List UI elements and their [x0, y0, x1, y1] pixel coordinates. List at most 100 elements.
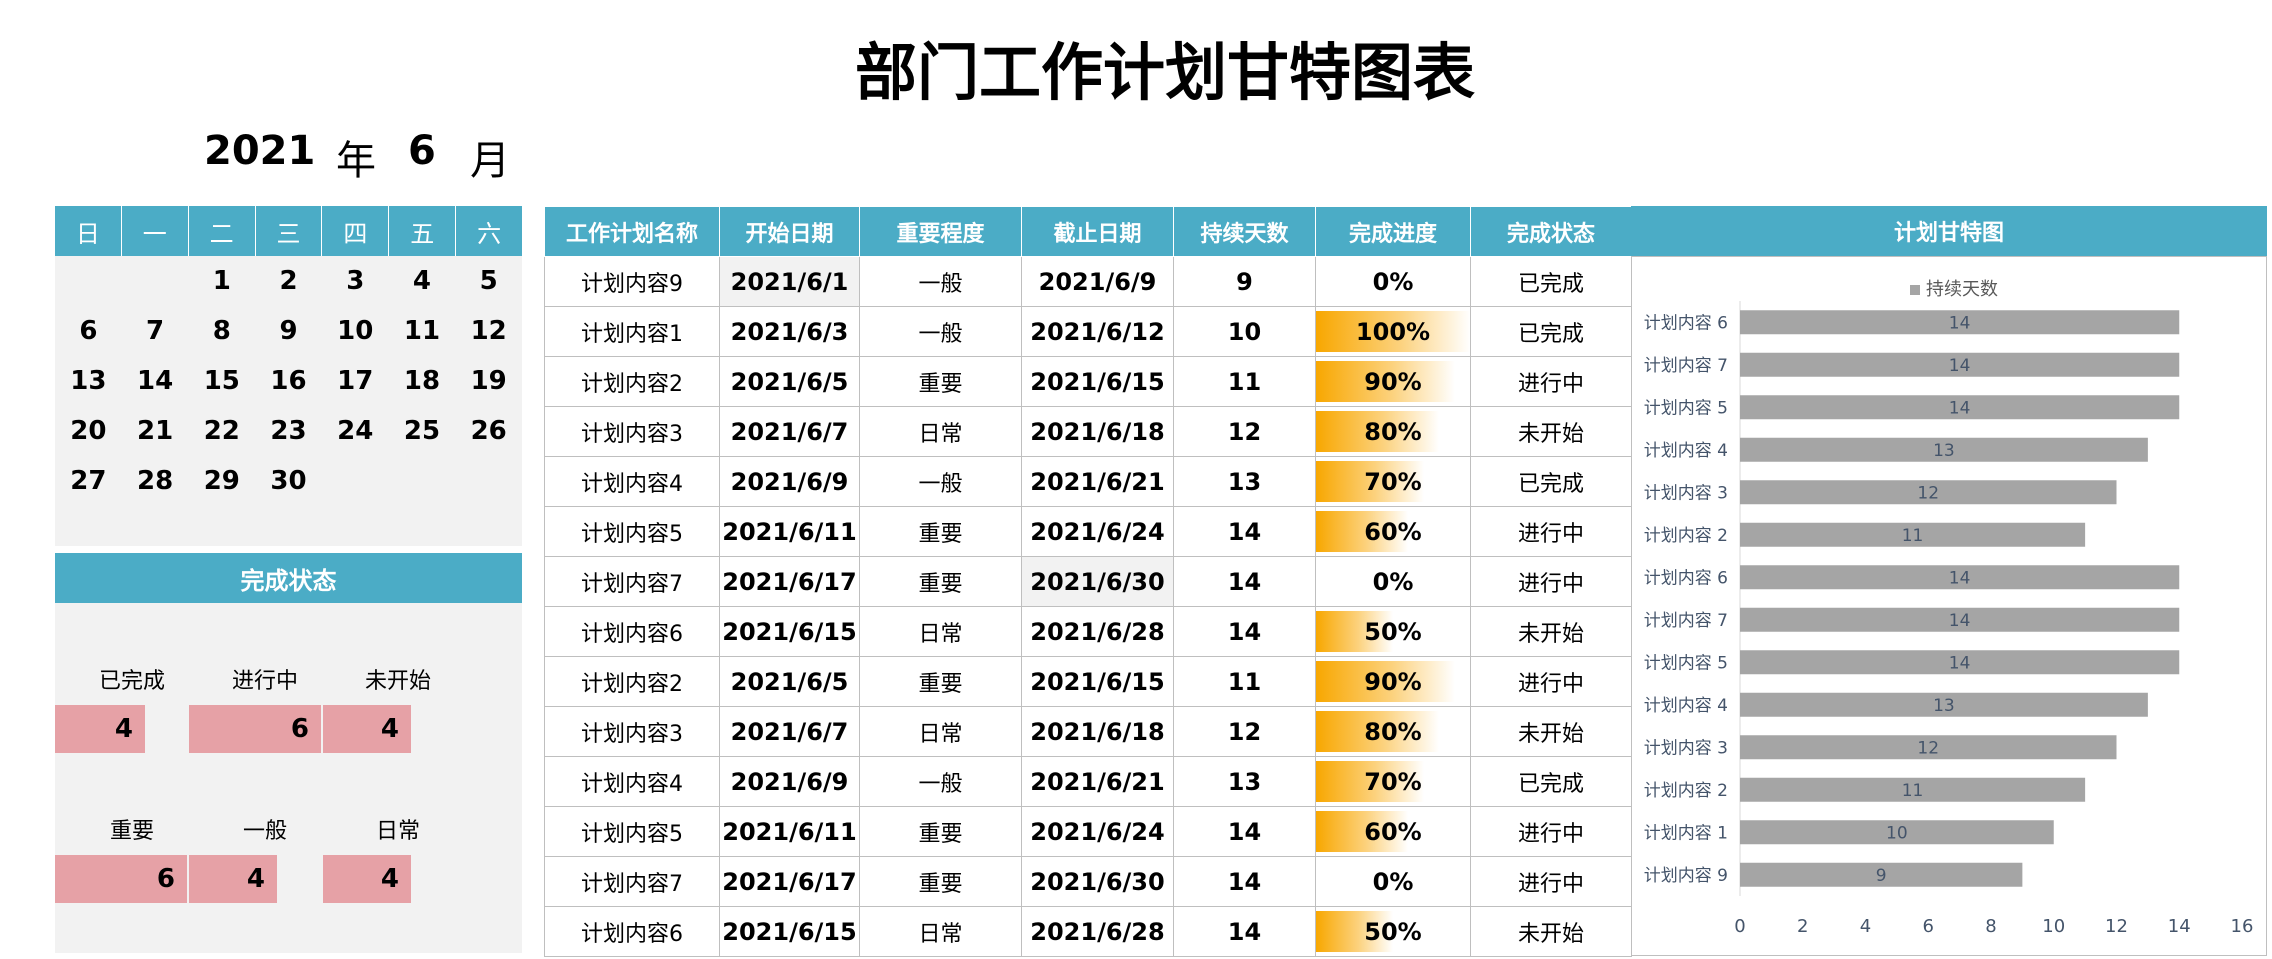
cell-start[interactable]: 2021/6/7 — [719, 406, 860, 457]
cell-days[interactable]: 12 — [1173, 406, 1316, 457]
calendar-day[interactable]: 24 — [337, 416, 374, 446]
col-header-state[interactable]: 完成状态 — [1470, 206, 1632, 257]
cell-progress[interactable]: 90% — [1315, 356, 1471, 407]
cell-name[interactable]: 计划内容2 — [544, 356, 720, 407]
cell-progress[interactable]: 0% — [1315, 556, 1471, 607]
cell-name[interactable]: 计划内容7 — [544, 856, 720, 907]
cell-name[interactable]: 计划内容1 — [544, 306, 720, 357]
cell-importance[interactable]: 日常 — [859, 406, 1022, 457]
cell-name[interactable]: 计划内容6 — [544, 906, 720, 957]
cell-end[interactable]: 2021/6/15 — [1021, 656, 1174, 707]
calendar-day[interactable]: 17 — [337, 366, 374, 396]
table-row[interactable]: 计划内容4 2021/6/9 一般 2021/6/21 13 70% 已完成 — [544, 456, 1632, 507]
cell-state[interactable]: 进行中 — [1470, 506, 1632, 557]
cell-start[interactable]: 2021/6/15 — [719, 906, 860, 957]
cell-importance[interactable]: 日常 — [859, 606, 1022, 657]
table-row[interactable]: 计划内容2 2021/6/5 重要 2021/6/15 11 90% 进行中 — [544, 356, 1632, 407]
cell-days[interactable]: 14 — [1173, 606, 1316, 657]
cell-state[interactable]: 已完成 — [1470, 306, 1632, 357]
cell-start[interactable]: 2021/6/7 — [719, 706, 860, 757]
cell-days[interactable]: 11 — [1173, 656, 1316, 707]
calendar-day[interactable]: 22 — [203, 416, 240, 446]
cell-name[interactable]: 计划内容7 — [544, 556, 720, 607]
cell-importance[interactable]: 一般 — [859, 756, 1022, 807]
table-row[interactable]: 计划内容5 2021/6/11 重要 2021/6/24 14 60% 进行中 — [544, 806, 1632, 857]
cell-end[interactable]: 2021/6/18 — [1021, 706, 1174, 757]
cell-state[interactable]: 进行中 — [1470, 656, 1632, 707]
table-row[interactable]: 计划内容4 2021/6/9 一般 2021/6/21 13 70% 已完成 — [544, 756, 1632, 807]
cell-start[interactable]: 2021/6/5 — [719, 356, 860, 407]
calendar-day[interactable]: 4 — [412, 266, 431, 296]
calendar-day[interactable]: 14 — [136, 366, 174, 396]
calendar-day[interactable]: 26 — [470, 416, 507, 446]
cell-progress[interactable]: 80% — [1315, 706, 1471, 757]
cell-end[interactable]: 2021/6/12 — [1021, 306, 1174, 357]
cell-importance[interactable]: 一般 — [859, 306, 1022, 357]
calendar-day[interactable]: 16 — [270, 366, 307, 396]
cell-days[interactable]: 14 — [1173, 806, 1316, 857]
cell-progress[interactable]: 0% — [1315, 256, 1471, 307]
cell-end[interactable]: 2021/6/24 — [1021, 806, 1174, 857]
cell-progress[interactable]: 70% — [1315, 756, 1471, 807]
cell-start[interactable]: 2021/6/1 — [719, 256, 860, 307]
calendar-day[interactable]: 2 — [279, 266, 298, 296]
table-row[interactable]: 计划内容7 2021/6/17 重要 2021/6/30 14 0% 进行中 — [544, 556, 1632, 607]
cell-days[interactable]: 14 — [1173, 506, 1316, 557]
cell-end[interactable]: 2021/6/24 — [1021, 506, 1174, 557]
cell-end[interactable]: 2021/6/30 — [1021, 556, 1174, 607]
cell-start[interactable]: 2021/6/3 — [719, 306, 860, 357]
table-row[interactable]: 计划内容6 2021/6/15 日常 2021/6/28 14 50% 未开始 — [544, 906, 1632, 957]
cell-name[interactable]: 计划内容4 — [544, 756, 720, 807]
cell-days[interactable]: 12 — [1173, 706, 1316, 757]
cell-start[interactable]: 2021/6/5 — [719, 656, 860, 707]
cell-name[interactable]: 计划内容5 — [544, 506, 720, 557]
calendar-day[interactable]: 10 — [337, 316, 374, 346]
cell-start[interactable]: 2021/6/9 — [719, 456, 860, 507]
cell-days[interactable]: 14 — [1173, 856, 1316, 907]
cell-name[interactable]: 计划内容4 — [544, 456, 720, 507]
cell-importance[interactable]: 重要 — [859, 806, 1022, 857]
calendar-day[interactable]: 6 — [79, 316, 98, 346]
calendar-day[interactable]: 5 — [479, 266, 498, 296]
cell-days[interactable]: 11 — [1173, 356, 1316, 407]
cell-progress[interactable]: 70% — [1315, 456, 1471, 507]
calendar-day[interactable]: 9 — [279, 316, 298, 346]
calendar-day[interactable]: 12 — [470, 316, 507, 346]
table-row[interactable]: 计划内容6 2021/6/15 日常 2021/6/28 14 50% 未开始 — [544, 606, 1632, 657]
cell-progress[interactable]: 60% — [1315, 506, 1471, 557]
cell-start[interactable]: 2021/6/9 — [719, 756, 860, 807]
calendar-day[interactable]: 13 — [70, 366, 107, 396]
calendar-day[interactable]: 18 — [403, 366, 441, 396]
cell-importance[interactable]: 重要 — [859, 856, 1022, 907]
cell-end[interactable]: 2021/6/9 — [1021, 256, 1174, 307]
calendar-day[interactable]: 27 — [70, 466, 107, 496]
calendar-day[interactable]: 28 — [136, 466, 174, 496]
calendar-day[interactable]: 15 — [203, 366, 240, 396]
col-header-days[interactable]: 持续天数 — [1173, 206, 1316, 257]
cell-importance[interactable]: 重要 — [859, 556, 1022, 607]
table-row[interactable]: 计划内容5 2021/6/11 重要 2021/6/24 14 60% 进行中 — [544, 506, 1632, 557]
cell-state[interactable]: 进行中 — [1470, 856, 1632, 907]
cell-importance[interactable]: 重要 — [859, 656, 1022, 707]
cell-days[interactable]: 9 — [1173, 256, 1316, 307]
cell-days[interactable]: 13 — [1173, 756, 1316, 807]
cell-name[interactable]: 计划内容3 — [544, 706, 720, 757]
cell-state[interactable]: 进行中 — [1470, 556, 1632, 607]
cell-end[interactable]: 2021/6/18 — [1021, 406, 1174, 457]
cell-importance[interactable]: 重要 — [859, 506, 1022, 557]
col-header-progress[interactable]: 完成进度 — [1315, 206, 1471, 257]
calendar-day[interactable]: 11 — [403, 316, 441, 346]
table-row[interactable]: 计划内容3 2021/6/7 日常 2021/6/18 12 80% 未开始 — [544, 706, 1632, 757]
col-header-start[interactable]: 开始日期 — [719, 206, 860, 257]
cell-importance[interactable]: 重要 — [859, 356, 1022, 407]
cell-days[interactable]: 10 — [1173, 306, 1316, 357]
cell-end[interactable]: 2021/6/28 — [1021, 906, 1174, 957]
col-header-name[interactable]: 工作计划名称 — [544, 206, 720, 257]
cell-end[interactable]: 2021/6/30 — [1021, 856, 1174, 907]
cell-end[interactable]: 2021/6/28 — [1021, 606, 1174, 657]
col-header-end[interactable]: 截止日期 — [1021, 206, 1174, 257]
cell-end[interactable]: 2021/6/21 — [1021, 756, 1174, 807]
cell-start[interactable]: 2021/6/17 — [719, 556, 860, 607]
cell-start[interactable]: 2021/6/11 — [719, 806, 860, 857]
cell-progress[interactable]: 80% — [1315, 406, 1471, 457]
